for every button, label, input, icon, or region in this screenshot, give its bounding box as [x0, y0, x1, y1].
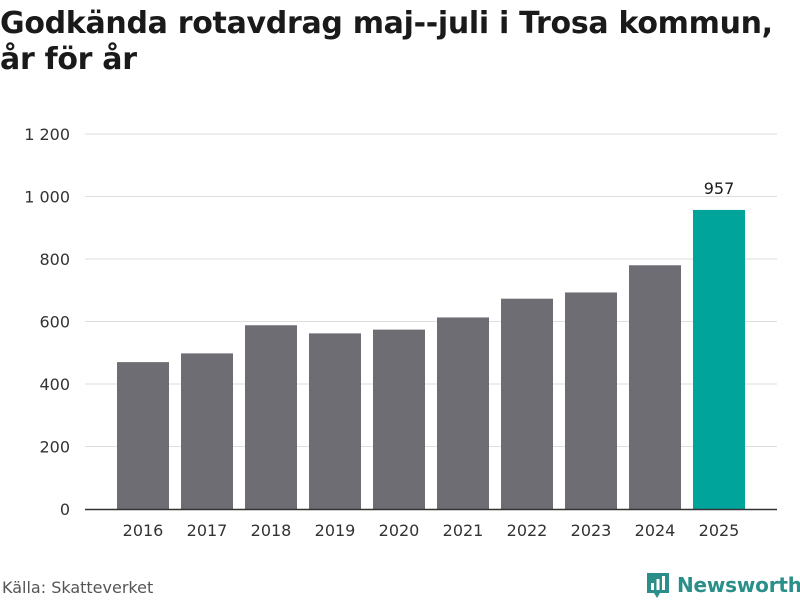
x-tick-label: 2019: [315, 521, 356, 540]
bar-2021: [437, 317, 489, 509]
x-tick-label: 2024: [635, 521, 676, 540]
bar-2018: [245, 325, 297, 509]
x-tick-label: 2020: [379, 521, 420, 540]
y-tick-label: 1 200: [24, 125, 70, 144]
chart-title: Godkända rotavdrag maj--juli i Trosa kom…: [0, 6, 773, 77]
y-tick-label: 200: [39, 438, 70, 457]
bar-chart-badge-icon: [647, 573, 669, 598]
bar-2020: [373, 329, 425, 509]
y-tick-label: 400: [39, 375, 70, 394]
y-tick-label: 600: [39, 313, 70, 332]
x-tick-label: 2022: [507, 521, 548, 540]
x-tick-label: 2021: [443, 521, 484, 540]
x-tick-label: 2025: [699, 521, 740, 540]
bar-2017: [181, 353, 233, 509]
y-tick-label: 1 000: [24, 188, 70, 207]
x-tick-label: 2023: [571, 521, 612, 540]
bars: [117, 209, 745, 509]
x-tick-label: 2016: [123, 521, 164, 540]
y-axis-tick-labels: 0 200 400 600 800 1 000 1 200: [24, 125, 70, 519]
bar-2025: [693, 209, 745, 509]
bar-2023: [565, 292, 617, 509]
bar-2016: [117, 362, 169, 509]
bar-2022: [501, 298, 553, 509]
x-tick-label: 2018: [251, 521, 292, 540]
y-tick-label: 0: [60, 500, 70, 519]
bar-2019: [309, 333, 361, 509]
newsworthy-logo: Newsworthy: [645, 570, 800, 600]
brand-name: Newsworthy: [677, 573, 800, 597]
x-tick-label: 2017: [187, 521, 228, 540]
source-note: Källa: Skatteverket: [2, 578, 154, 597]
x-axis-tick-labels: 2016 2017 2018 2019 2020 2021 2022 2023 2024 2025: [123, 521, 740, 540]
y-tick-label: 800: [39, 250, 70, 269]
bar-2024: [629, 265, 681, 509]
data-labels: 957: [704, 179, 735, 198]
data-label: 957: [704, 179, 735, 198]
